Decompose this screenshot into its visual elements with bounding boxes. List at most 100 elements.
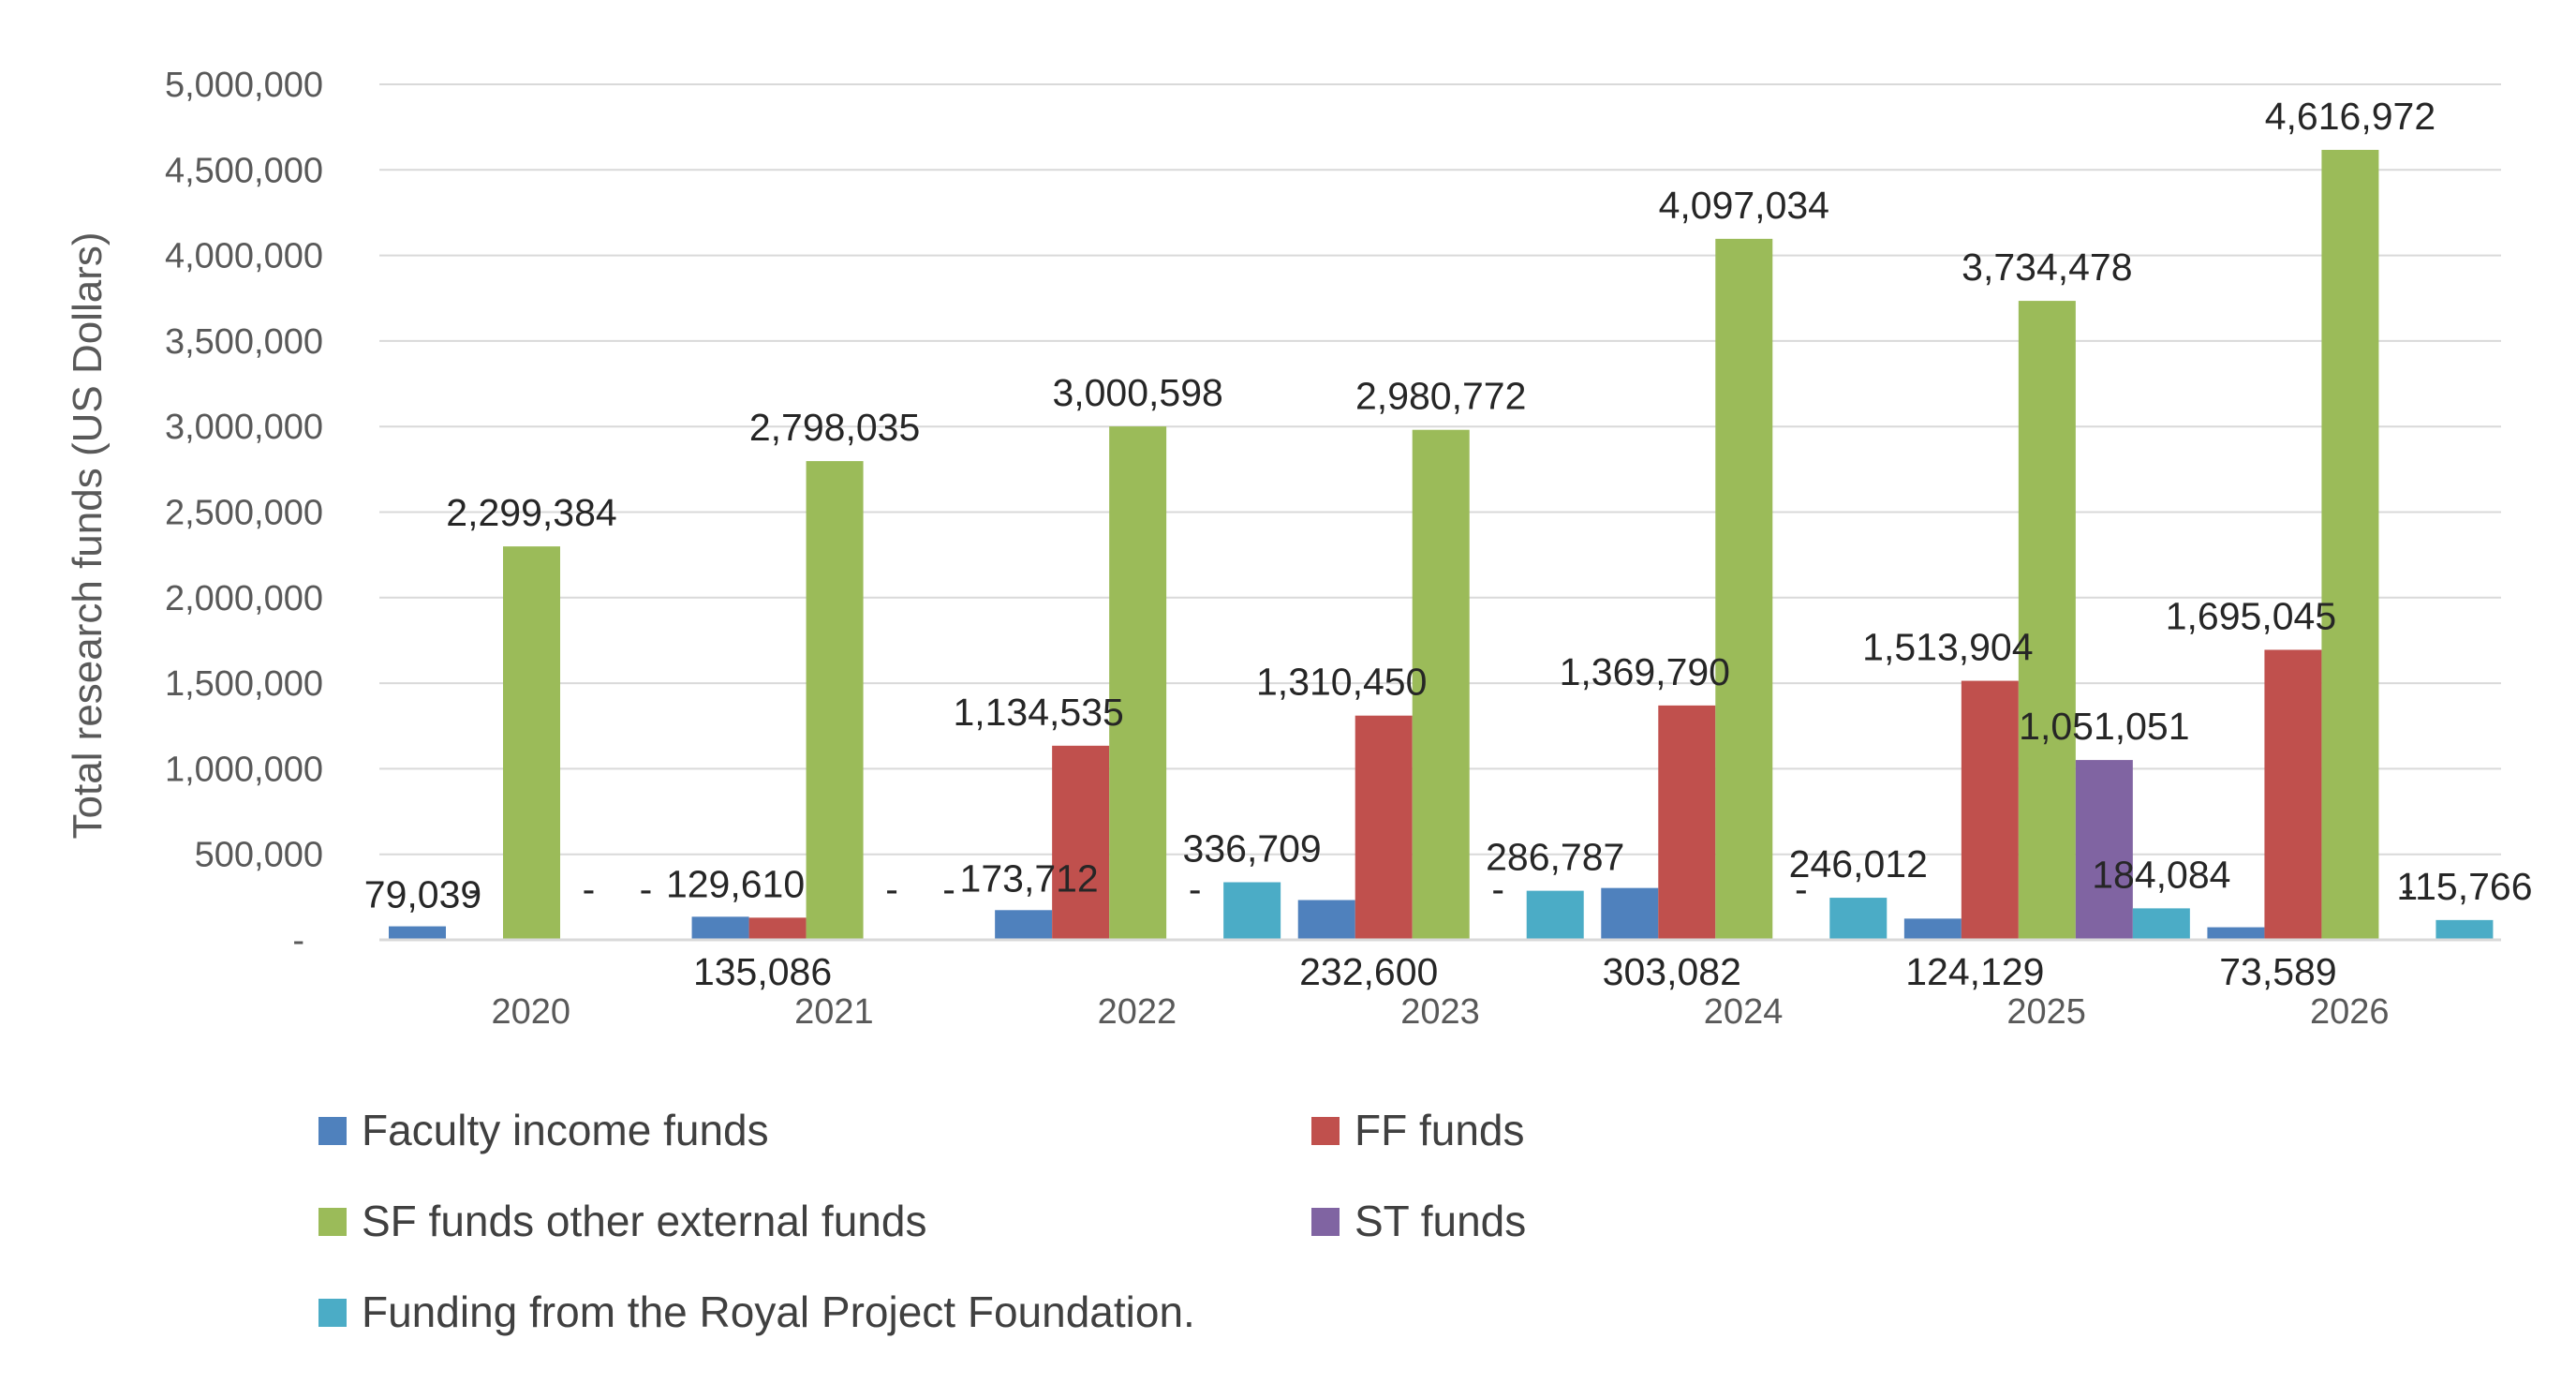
bar [2264, 649, 2322, 940]
x-tick-label: 2024 [1704, 992, 1784, 1032]
data-label: 336,709 [1183, 827, 1322, 871]
data-label: 2,798,035 [749, 406, 920, 449]
y-tick-label: 4,000,000 [165, 237, 323, 276]
legend: Faculty income funds FF funds SF funds oth… [318, 1106, 1526, 1336]
data-label: 286,787 [1486, 836, 1624, 879]
data-label: - [2401, 868, 2414, 911]
x-tick-label: 2020 [492, 992, 571, 1032]
bar [1223, 882, 1281, 940]
x-tick-label: 2025 [2006, 992, 2086, 1032]
axes: - 500,000 1,000,000 1,500,000 2,000,000 2,500… [65, 66, 2501, 1032]
legend-label: FF funds [1355, 1106, 1525, 1154]
legend-swatch [318, 1117, 347, 1145]
y-tick-label: 2,500,000 [165, 494, 323, 533]
bar [1658, 705, 1716, 940]
x-tick-label: 2023 [1400, 992, 1480, 1032]
data-label: 1,051,051 [2019, 705, 2189, 748]
bars [389, 149, 2494, 940]
y-tick-label: 500,000 [195, 836, 323, 875]
data-label: 115,766 [2396, 865, 2532, 908]
data-label: - [468, 868, 481, 911]
data-label: 129,610 [666, 862, 805, 905]
bar [1903, 918, 1962, 940]
y-tick-label: 3,500,000 [165, 322, 323, 362]
data-label: - [640, 868, 653, 911]
legend-label: Funding from the Royal Project Foundatio… [362, 1287, 1195, 1336]
bar [2018, 301, 2076, 940]
data-label: 135,086 [693, 950, 832, 993]
data-label: 3,734,478 [1962, 246, 2132, 289]
legend-item: Funding from the Royal Project Foundatio… [318, 1287, 1195, 1336]
data-label: 73,589 [2219, 950, 2336, 993]
data-label: 4,616,972 [2265, 95, 2435, 138]
y-tick-label: 5,000,000 [165, 66, 323, 105]
x-tick-label: 2021 [794, 992, 874, 1032]
data-label: - [1189, 868, 1202, 911]
bar [1355, 715, 1413, 940]
data-label: 1,695,045 [2166, 594, 2336, 637]
bar [503, 546, 560, 940]
legend-item: ST funds [1311, 1197, 1526, 1245]
data-label: - [942, 868, 955, 911]
bar [1526, 890, 1584, 940]
x-tick-label: 2022 [1098, 992, 1177, 1032]
data-label: - [885, 868, 898, 911]
bar [1601, 887, 1659, 940]
bar [2132, 908, 2190, 940]
legend-item: Faculty income funds [318, 1106, 769, 1154]
legend-item: SF funds other external funds [318, 1197, 926, 1245]
data-label: 124,129 [1905, 950, 2044, 993]
data-label: 79,039 [364, 873, 481, 916]
y-axis-title: Total research funds (US Dollars) [65, 231, 111, 839]
bar [1715, 238, 1773, 940]
legend-label: ST funds [1355, 1197, 1526, 1245]
data-label: 184,084 [2092, 853, 2230, 896]
y-tick-label: 2,000,000 [165, 579, 323, 618]
bar [389, 926, 446, 940]
bar [1412, 429, 1470, 940]
legend-swatch [318, 1208, 347, 1236]
data-label: 1,134,535 [953, 691, 1123, 734]
data-label: - [1491, 868, 1504, 911]
legend-item: FF funds [1311, 1106, 1525, 1154]
bar [1052, 745, 1110, 940]
bar [806, 461, 864, 940]
bar [995, 910, 1053, 940]
bar [2207, 927, 2265, 940]
y-tick-label: 4,500,000 [165, 151, 323, 190]
data-label: 1,513,904 [1862, 626, 2033, 669]
bar [2321, 149, 2379, 940]
bar [1297, 900, 1355, 940]
legend-swatch [1311, 1117, 1340, 1145]
data-label: 3,000,598 [1052, 371, 1222, 414]
data-label: 1,369,790 [1560, 650, 1730, 693]
y-tick-label: 1,000,000 [165, 750, 323, 789]
data-label: 246,012 [1789, 842, 1928, 885]
data-label: - [1795, 868, 1808, 911]
bar [691, 916, 749, 940]
legend-swatch [318, 1299, 347, 1327]
data-label: 1,310,450 [1256, 661, 1427, 704]
x-tick-label: 2026 [2310, 992, 2390, 1032]
data-label: 2,980,772 [1355, 375, 1526, 418]
data-label: - [583, 868, 596, 911]
y-tick-label: - [292, 921, 304, 960]
y-tick-label: 1,500,000 [165, 664, 323, 704]
bar [1961, 680, 2019, 940]
bar [748, 917, 807, 940]
y-tick-label: 3,000,000 [165, 408, 323, 447]
bar [1109, 426, 1167, 940]
data-label: 173,712 [960, 856, 1099, 900]
data-labels: 79,039 135,086 173,712 232,600 303,082 124,12… [364, 95, 2533, 993]
legend-label: SF funds other external funds [362, 1197, 926, 1245]
data-label: 4,097,034 [1659, 184, 1829, 227]
bar [1829, 898, 1888, 940]
legend-label: Faculty income funds [362, 1106, 769, 1154]
legend-swatch [1311, 1208, 1340, 1236]
data-label: 303,082 [1603, 950, 1741, 993]
bar [2435, 919, 2494, 940]
bar [2075, 760, 2133, 940]
data-label: 232,600 [1299, 950, 1438, 993]
